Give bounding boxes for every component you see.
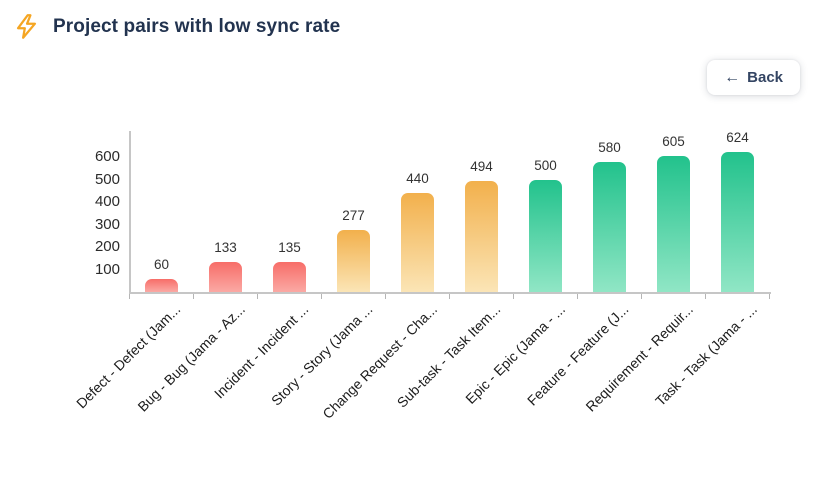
x-axis-tick (449, 294, 450, 299)
bar[interactable] (209, 262, 242, 292)
bar-value-label: 60 (153, 256, 170, 272)
x-axis-tick (705, 294, 706, 299)
bar[interactable] (721, 152, 754, 292)
bar-value-label: 440 (406, 171, 429, 187)
page-title: Project pairs with low sync rate (53, 15, 341, 37)
back-button[interactable]: ← Back (707, 60, 800, 95)
x-axis-category-label: Requirement - Requir... (582, 301, 696, 415)
y-axis-tick-label: 400 (94, 193, 120, 211)
x-axis-tick (513, 294, 514, 299)
x-axis-category-label: Bug - Bug (Jama - Az... (134, 301, 248, 415)
x-axis-tick (193, 294, 194, 299)
x-axis-tick (577, 294, 578, 299)
y-axis-tick-label: 200 (94, 237, 120, 255)
bar[interactable] (145, 278, 178, 292)
bar[interactable] (465, 181, 498, 292)
back-button-label: Back (747, 69, 783, 86)
y-axis-tick-label: 300 (94, 215, 120, 233)
x-axis-line (129, 292, 771, 294)
bar[interactable] (401, 193, 434, 292)
x-axis-tick (257, 294, 258, 299)
x-axis-tick (129, 294, 130, 299)
x-axis-tick (769, 294, 770, 299)
bar[interactable] (657, 156, 690, 292)
bar-value-label: 135 (278, 239, 301, 255)
x-axis-category-label: Change Request - Cha... (318, 301, 440, 422)
y-axis-tick-label: 500 (94, 170, 120, 188)
bar-value-label: 133 (214, 240, 237, 256)
x-axis-tick (321, 294, 322, 299)
y-axis-line (129, 131, 131, 294)
y-axis-tick-label: 600 (94, 148, 120, 166)
x-axis-category-label: Defect - Defect (Jam... (73, 301, 184, 412)
x-axis-tick (641, 294, 642, 299)
lightning-icon (16, 14, 37, 39)
bar-value-label: 605 (662, 134, 685, 150)
bar-value-label: 500 (534, 157, 557, 173)
bar[interactable] (337, 229, 370, 292)
x-axis-tick (385, 294, 386, 299)
bar[interactable] (593, 161, 626, 292)
bar-value-label: 494 (470, 159, 493, 175)
bar-value-label: 277 (342, 207, 365, 223)
bar[interactable] (529, 179, 562, 292)
page-header: Project pairs with low sync rate (13, 13, 340, 40)
bar-value-label: 624 (726, 130, 749, 146)
bar[interactable] (273, 261, 306, 292)
bar-value-label: 580 (598, 139, 621, 155)
arrow-left-icon: ← (724, 68, 741, 86)
y-axis-tick-label: 100 (94, 260, 120, 278)
